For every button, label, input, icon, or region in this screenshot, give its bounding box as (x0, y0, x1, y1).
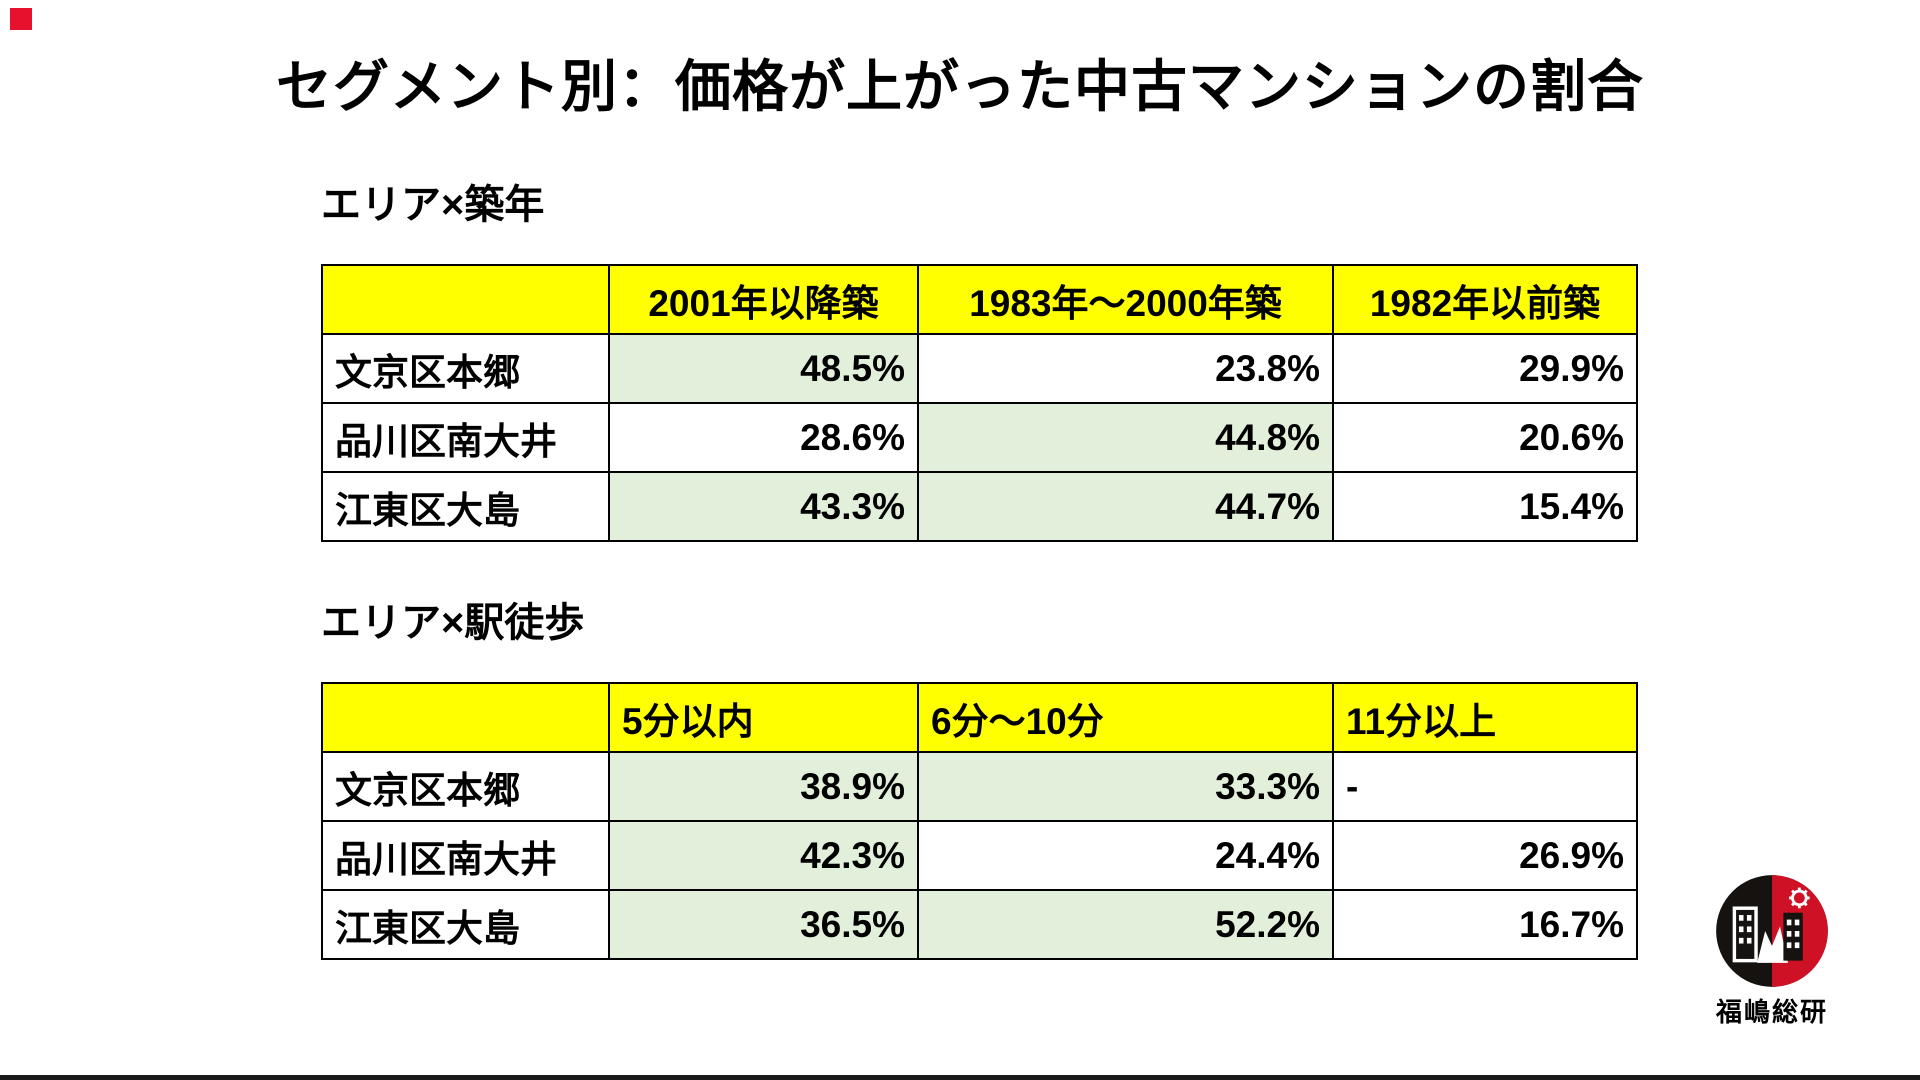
table-row: 文京区本郷 38.9% 33.3% - (321, 751, 1638, 822)
value-cell: 44.8% (917, 402, 1334, 473)
fukushima-souken-logo-icon (1716, 875, 1828, 987)
value-cell: 29.9% (1332, 333, 1638, 404)
value-cell: 15.4% (1332, 471, 1638, 542)
value-cell: 33.3% (917, 751, 1334, 822)
column-header: 1983年〜2000年築 (917, 264, 1334, 335)
value-cell: 52.2% (917, 889, 1334, 960)
value-cell: 38.9% (608, 751, 919, 822)
row-label: 文京区本郷 (321, 333, 610, 404)
value-cell: 28.6% (608, 402, 919, 473)
row-label: 品川区南大井 (321, 820, 610, 891)
corner-header-cell (321, 682, 610, 753)
value-cell: 42.3% (608, 820, 919, 891)
corner-header-cell (321, 264, 610, 335)
column-header: 11分以上 (1332, 682, 1638, 753)
table-row: 江東区大島 43.3% 44.7% 15.4% (321, 471, 1638, 542)
column-header: 6分～10分 (917, 682, 1334, 753)
value-cell: - (1332, 751, 1638, 822)
table-row: 文京区本郷 48.5% 23.8% 29.9% (321, 333, 1638, 404)
logo-text: 福嶋総研 (1715, 997, 1828, 1027)
bottom-edge (0, 1075, 1920, 1080)
column-header: 1982年以前築 (1332, 264, 1638, 335)
section-area-by-station-walk: エリア×駅徒歩 5分以内 6分～10分 11分以上 文京区本郷 38.9% 33.3% - 品… (321, 590, 1638, 960)
table-row: 江東区大島 36.5% 52.2% 16.7% (321, 889, 1638, 960)
row-label: 文京区本郷 (321, 751, 610, 822)
row-label: 江東区大島 (321, 889, 610, 960)
table-row: 品川区南大井 42.3% 24.4% 26.9% (321, 820, 1638, 891)
corner-mark (10, 8, 32, 30)
table-header-row: 2001年以降築 1983年〜2000年築 1982年以前築 (321, 264, 1638, 335)
column-header: 5分以内 (608, 682, 919, 753)
value-cell: 26.9% (1332, 820, 1638, 891)
value-cell: 23.8% (917, 333, 1334, 404)
value-cell: 20.6% (1332, 402, 1638, 473)
row-label: 江東区大島 (321, 471, 610, 542)
page-title: セグメント別：価格が上がった中古マンションの割合 (276, 55, 1644, 118)
section-label-built-year: エリア×築年 (321, 183, 545, 227)
table-area-by-built-year: 2001年以降築 1983年〜2000年築 1982年以前築 文京区本郷 48.5% 23… (321, 264, 1638, 542)
value-cell: 16.7% (1332, 889, 1638, 960)
value-cell: 44.7% (917, 471, 1334, 542)
column-header: 2001年以降築 (608, 264, 919, 335)
value-cell: 48.5% (608, 333, 919, 404)
value-cell: 36.5% (608, 889, 919, 960)
gear-icon (1789, 887, 1810, 909)
table-header-row: 5分以内 6分～10分 11分以上 (321, 682, 1638, 753)
row-label: 品川区南大井 (321, 402, 610, 473)
value-cell: 43.3% (608, 471, 919, 542)
table-row: 品川区南大井 28.6% 44.8% 20.6% (321, 402, 1638, 473)
section-label-station-walk: エリア×駅徒歩 (321, 601, 585, 645)
table-area-by-station-walk: 5分以内 6分～10分 11分以上 文京区本郷 38.9% 33.3% - 品川区南大井 42.… (321, 682, 1638, 960)
section-area-by-built-year: エリア×築年 2001年以降築 1983年〜2000年築 1982年以前築 文京区本郷… (321, 172, 1638, 542)
logo: 福嶋総研 (1710, 874, 1834, 1029)
value-cell: 24.4% (917, 820, 1334, 891)
